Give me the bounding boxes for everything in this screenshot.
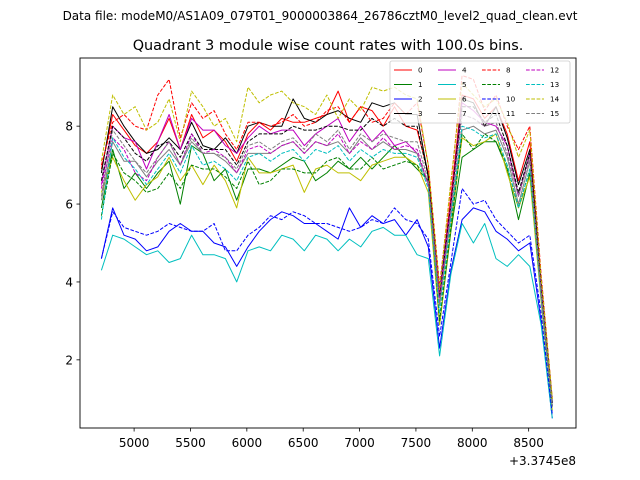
chart-title: Quadrant 3 module wise count rates with … [133,38,524,54]
legend-label-3: 3 [418,109,423,118]
x-tick-label: 5000 [119,436,150,450]
y-tick-label: 8 [65,120,73,134]
series-line-1 [100,141,553,407]
y-tick-label: 4 [65,275,73,289]
legend-label-12: 12 [550,66,559,75]
x-tick-label: 8000 [457,436,488,450]
legend-label-7: 7 [462,109,467,118]
legend-label-5: 5 [462,80,467,89]
series-line-5 [100,223,553,419]
x-tick-label: 8500 [513,436,544,450]
x-offset-label: +3.3745e8 [509,454,576,468]
x-tick-label: 7500 [401,436,432,450]
x-axis: 5000 5500 6000 6500 7000 7500 8000 8500 [119,428,544,450]
legend-label-9: 9 [506,80,511,89]
x-tick-label: 6000 [232,436,263,450]
legend-label-13: 13 [550,80,559,89]
x-tick-label: 6500 [288,436,319,450]
legend-label-0: 0 [418,66,423,75]
plot-frame [79,57,577,429]
legend-label-10: 10 [506,95,516,104]
series-line-9 [100,133,553,407]
chart-suptitle: Data file: modeM0/AS1A09_079T01_90000038… [63,9,578,23]
x-tick-label: 7000 [344,436,375,450]
series-line-10 [100,188,553,415]
legend-frame [389,60,571,124]
series-line-13 [100,125,553,407]
y-tick-label: 2 [65,353,73,367]
y-tick-label: 6 [65,198,73,212]
legend-label-1: 1 [418,80,423,89]
x-tick-label: 5500 [175,436,206,450]
legend-label-15: 15 [550,109,559,118]
legend-label-14: 14 [550,95,560,104]
y-axis: 2 4 6 8 [65,120,80,367]
legend-label-6: 6 [462,95,467,104]
series-line-7 [100,125,553,407]
legend-label-8: 8 [506,66,511,75]
legend-label-11: 11 [506,109,515,118]
legend-label-4: 4 [462,66,467,75]
legend-label-2: 2 [418,95,423,104]
